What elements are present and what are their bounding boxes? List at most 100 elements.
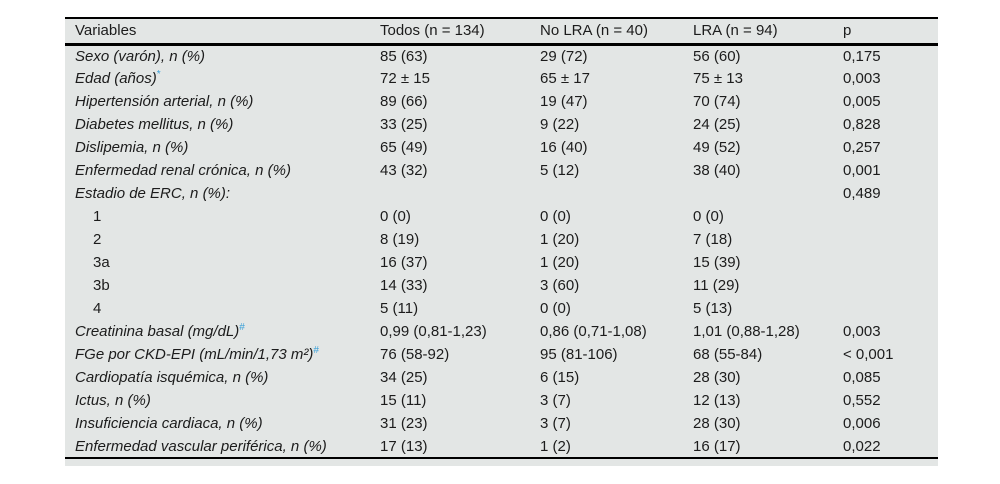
row-label: Estadio de ERC, n (%): [75, 185, 231, 202]
row-label: 3a [93, 254, 110, 271]
table-row: Ictus, n (%) 15 (11) 3 (7) 12 (13) 0,552 [65, 389, 938, 412]
value-cell: 3 (7) [540, 392, 571, 409]
value-cell: 76 (58-92) [380, 346, 450, 363]
value-cell: 0 (0) [540, 208, 571, 225]
row-label: Insuficiencia cardiaca, n (%) [75, 415, 263, 432]
table-row: Enfermedad vascular periférica, n (%) 17 … [65, 435, 938, 458]
row-label-cell: Edad (años)* [65, 67, 370, 90]
value-cell: 12 (13) [693, 392, 741, 409]
value-cell [833, 228, 938, 251]
value-cell: 34 (25) [380, 369, 428, 386]
value-cell [833, 297, 938, 320]
value-cell: 75 ± 13 [693, 70, 743, 87]
value-cell: 38 (40) [693, 162, 741, 179]
value-cell: 28 (30) [693, 369, 741, 386]
table-row: 2 8 (19) 1 (20) 7 (18) [65, 228, 938, 251]
value-cell: 1,01 (0,88-1,28) [693, 323, 800, 340]
value-cell: 49 (52) [693, 139, 741, 156]
value-cell: 5 (11) [380, 300, 419, 317]
table-row: Enfermedad renal crónica, n (%) 43 (32) 5 … [65, 159, 938, 182]
row-label-cell: Enfermedad renal crónica, n (%) [65, 159, 370, 182]
value-cell: 0,257 [843, 139, 881, 156]
table-row: 3a 16 (37) 1 (20) 15 (39) [65, 251, 938, 274]
value-cell: 7 (18) [693, 231, 733, 248]
value-cell: 89 (66) [380, 93, 428, 110]
row-label: Cardiopatía isquémica, n (%) [75, 369, 269, 386]
value-cell [683, 182, 833, 205]
value-cell: 28 (30) [693, 415, 741, 432]
value-cell: 0,489 [843, 185, 881, 202]
row-label: Dislipemia, n (%) [75, 139, 189, 156]
footnote-marker: # [239, 322, 245, 333]
row-label-cell: 1 [65, 205, 370, 228]
value-cell: 15 (11) [380, 392, 427, 409]
row-label: 3b [93, 277, 110, 294]
table-row: 1 0 (0) 0 (0) 0 (0) [65, 205, 938, 228]
value-cell: 70 (74) [693, 93, 741, 110]
value-cell: 0 (0) [693, 208, 724, 225]
table-header-row: Variables Todos (n = 134) No LRA (n = 40) L… [65, 18, 938, 44]
column-header: No LRA (n = 40) [540, 22, 648, 40]
value-cell: 3 (7) [540, 415, 571, 432]
value-cell: 16 (37) [380, 254, 428, 271]
value-cell: 0,175 [843, 47, 881, 65]
value-cell: 0 (0) [540, 300, 571, 317]
value-cell: 0,99 (0,81-1,23) [380, 323, 487, 340]
value-cell: 0,006 [843, 415, 881, 432]
value-cell: 16 (17) [693, 437, 741, 455]
table-bottom-margin [65, 459, 938, 466]
footnote-marker: * [156, 69, 161, 80]
value-cell: 72 ± 15 [380, 70, 430, 87]
value-cell: 0,86 (0,71-1,08) [540, 323, 647, 340]
table-row: Cardiopatía isquémica, n (%) 34 (25) 6 (15… [65, 366, 938, 389]
value-cell: 15 (39) [693, 254, 741, 271]
column-header: p [843, 22, 852, 40]
row-label: Sexo (varón), n (%) [75, 47, 206, 65]
value-cell: 6 (15) [540, 369, 580, 386]
value-cell: 3 (60) [540, 277, 580, 294]
value-cell: 56 (60) [693, 47, 741, 65]
value-cell [833, 205, 938, 228]
value-cell: 0,005 [843, 93, 881, 110]
row-label: Enfermedad renal crónica, n (%) [75, 162, 291, 179]
value-cell: 43 (32) [380, 162, 428, 179]
value-cell [833, 274, 938, 297]
row-label-cell: Estadio de ERC, n (%): [65, 182, 370, 205]
table-row: Insuficiencia cardiaca, n (%) 31 (23) 3 (7… [65, 412, 938, 435]
value-cell: 65 (49) [380, 139, 428, 156]
table-row: Estadio de ERC, n (%): 0,489 [65, 182, 938, 205]
value-cell: 29 (72) [540, 47, 588, 65]
row-label-cell: Cardiopatía isquémica, n (%) [65, 366, 370, 389]
column-header: Todos (n = 134) [380, 22, 485, 40]
table-row: Edad (años)* 72 ± 15 65 ± 17 75 ± 13 0,003 [65, 67, 938, 90]
table-head: Variables Todos (n = 134) No LRA (n = 40) L… [65, 18, 938, 44]
row-label-cell: 3b [65, 274, 370, 297]
value-cell: 0,001 [843, 162, 881, 179]
value-cell: 0,022 [843, 437, 881, 455]
table-row: Dislipemia, n (%) 65 (49) 16 (40) 49 (52) 0,… [65, 136, 938, 159]
row-label: Creatinina basal (mg/dL) [75, 323, 240, 340]
value-cell: 24 (25) [693, 116, 741, 133]
value-cell [833, 251, 938, 274]
column-header: Variables [75, 22, 137, 40]
value-cell: 33 (25) [380, 116, 428, 133]
value-cell: 5 (13) [693, 300, 733, 317]
row-label-cell: Ictus, n (%) [65, 389, 370, 412]
value-cell: 31 (23) [380, 415, 428, 432]
row-label-cell: FGe por CKD-EPI (mL/min/1,73 m²)# [65, 343, 370, 366]
value-cell: 17 (13) [380, 437, 428, 455]
row-label: FGe por CKD-EPI (mL/min/1,73 m²) [75, 346, 314, 363]
value-cell: 1 (20) [540, 231, 580, 248]
value-cell: 19 (47) [540, 93, 588, 110]
table-body: Sexo (varón), n (%) 85 (63) 29 (72) 56 (60)… [65, 44, 938, 458]
value-cell: 0,003 [843, 323, 881, 340]
clinical-variables-table: Variables Todos (n = 134) No LRA (n = 40) L… [65, 17, 938, 466]
value-cell: 9 (22) [540, 116, 580, 133]
row-label-cell: Creatinina basal (mg/dL)# [65, 320, 370, 343]
table-row: Diabetes mellitus, n (%) 33 (25) 9 (22) 24 … [65, 113, 938, 136]
value-cell: 0,085 [843, 369, 881, 386]
value-cell: 8 (19) [380, 231, 420, 248]
value-cell: < 0,001 [843, 346, 894, 363]
table-row: 3b 14 (33) 3 (60) 11 (29) [65, 274, 938, 297]
row-label-cell: Enfermedad vascular periférica, n (%) [65, 435, 370, 458]
